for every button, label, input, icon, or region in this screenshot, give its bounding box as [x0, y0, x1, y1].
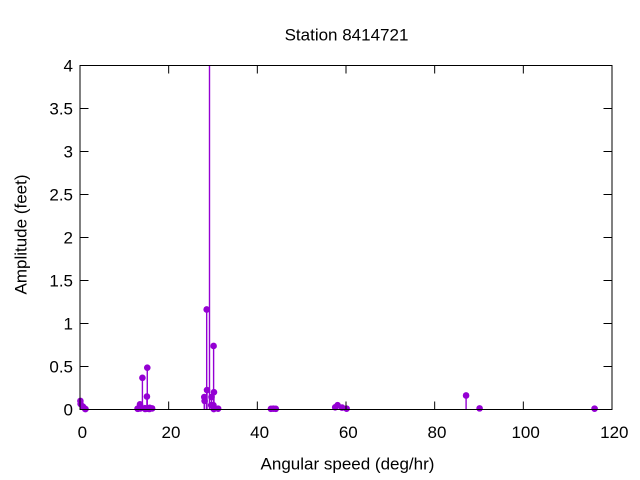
svg-text:0: 0 [64, 400, 73, 419]
svg-text:Angular speed (deg/hr): Angular speed (deg/hr) [261, 455, 435, 474]
svg-text:2: 2 [64, 228, 73, 247]
svg-text:3.5: 3.5 [49, 99, 73, 118]
svg-text:1: 1 [64, 314, 73, 333]
svg-text:120: 120 [600, 423, 628, 442]
svg-text:40: 40 [250, 423, 269, 442]
svg-text:0.5: 0.5 [49, 357, 73, 376]
svg-text:80: 80 [428, 423, 447, 442]
svg-text:60: 60 [339, 423, 358, 442]
svg-text:3: 3 [64, 142, 73, 161]
svg-text:2.5: 2.5 [49, 185, 73, 204]
svg-text:20: 20 [162, 423, 181, 442]
svg-text:Amplitude (feet): Amplitude (feet) [12, 175, 31, 295]
svg-text:100: 100 [511, 423, 539, 442]
svg-text:1.5: 1.5 [49, 271, 73, 290]
svg-text:0: 0 [78, 423, 87, 442]
svg-text:4: 4 [64, 56, 73, 75]
svg-text:Station 8414721: Station 8414721 [285, 26, 409, 45]
